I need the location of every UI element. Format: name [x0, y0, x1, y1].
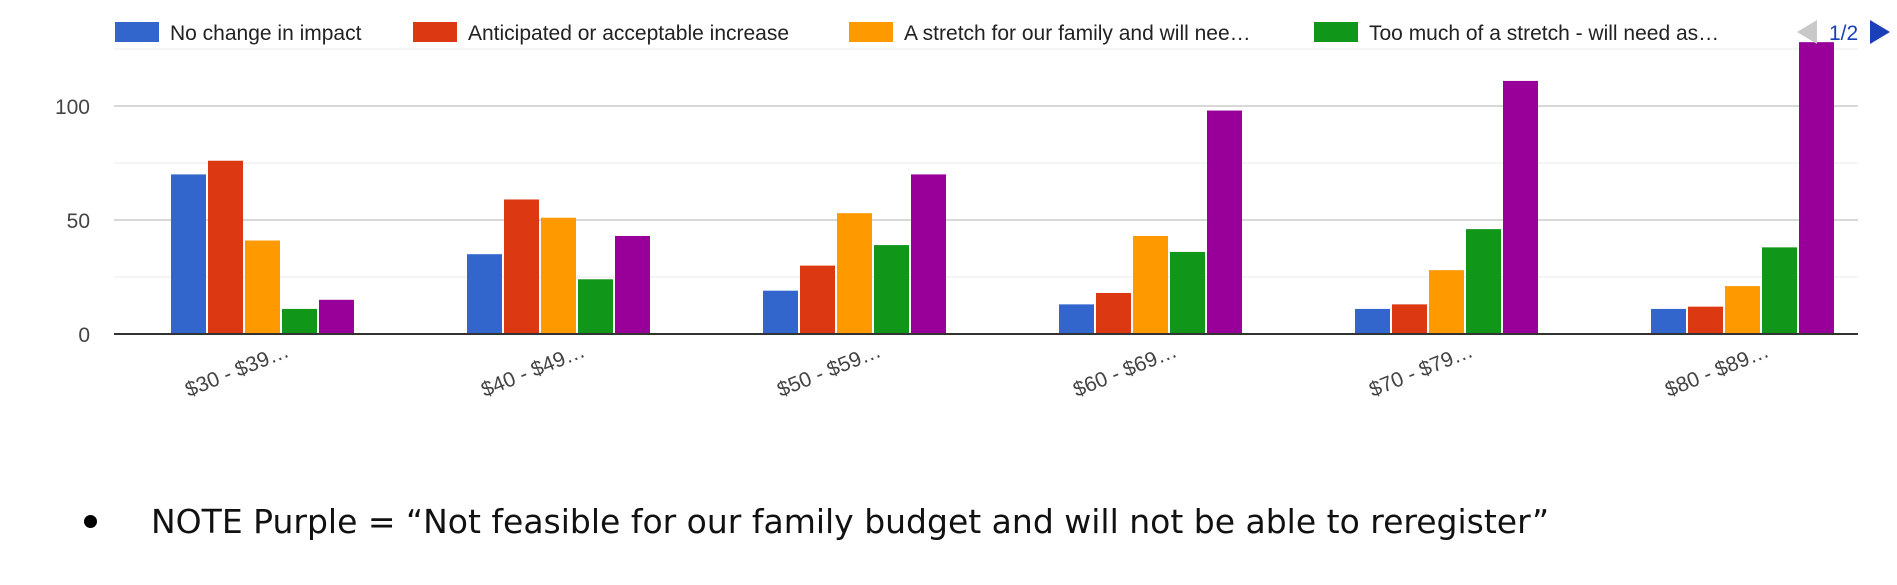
bar	[874, 245, 909, 334]
bar	[1207, 110, 1242, 334]
x-tick-label: $50 - $59…	[774, 339, 884, 401]
bar	[171, 174, 206, 334]
bar	[578, 279, 613, 334]
legend-label: A stretch for our family and will nee…	[904, 22, 1251, 45]
bar	[1762, 247, 1797, 334]
legend-swatch	[1314, 22, 1358, 42]
bar	[1133, 235, 1168, 334]
legend-label: Anticipated or acceptable increase	[468, 22, 789, 45]
bar	[208, 160, 243, 334]
legend-label: No change in impact	[170, 22, 362, 45]
bar	[1429, 270, 1464, 334]
y-tick-label: 100	[55, 96, 90, 119]
bar	[911, 174, 946, 334]
bar	[245, 240, 280, 334]
x-tick-label: $30 - $39…	[182, 339, 292, 401]
note: NOTE Purple = “Not feasible for our fami…	[84, 502, 1549, 541]
note-text: NOTE Purple = “Not feasible for our fami…	[151, 502, 1550, 541]
bar	[1503, 80, 1538, 334]
bar	[1466, 229, 1501, 334]
bar	[541, 217, 576, 334]
legend-swatch	[413, 22, 457, 42]
bullet-icon	[84, 515, 97, 528]
bar	[467, 254, 502, 334]
bar	[800, 265, 835, 334]
x-tick-label: $70 - $79…	[1366, 339, 1476, 401]
bar	[615, 235, 650, 334]
bar	[837, 213, 872, 334]
bar-chart: 0 50 100 $30 - $39… $40 - $49… $50 - $59… $60 …	[55, 20, 1890, 402]
chart-canvas: 0 50 100 $30 - $39… $40 - $49… $50 - $59… $60 …	[55, 20, 1890, 402]
y-tick-label: 50	[67, 210, 90, 233]
legend-next-icon[interactable]	[1870, 20, 1890, 44]
bar	[1392, 304, 1427, 334]
x-tick-label: $40 - $49…	[478, 339, 588, 401]
bar	[763, 290, 798, 334]
legend-prev-icon[interactable]	[1797, 20, 1817, 44]
y-tick-label: 0	[78, 324, 90, 347]
bar	[1725, 286, 1760, 334]
bar	[1651, 308, 1686, 334]
bar	[504, 199, 539, 334]
legend-swatch	[849, 22, 893, 42]
bar	[1170, 251, 1205, 334]
bar	[282, 308, 317, 334]
legend-page-indicator: 1/2	[1829, 22, 1858, 45]
bar	[1096, 292, 1131, 334]
bar	[319, 299, 354, 334]
legend-swatch	[115, 22, 159, 42]
legend-label: Too much of a stretch - will need as…	[1369, 22, 1719, 45]
bar	[1355, 308, 1390, 334]
x-tick-label: $80 - $89…	[1662, 339, 1772, 401]
x-tick-label: $60 - $69…	[1070, 339, 1180, 401]
bar	[1059, 304, 1094, 334]
bar	[1688, 306, 1723, 334]
bar	[1799, 42, 1834, 334]
